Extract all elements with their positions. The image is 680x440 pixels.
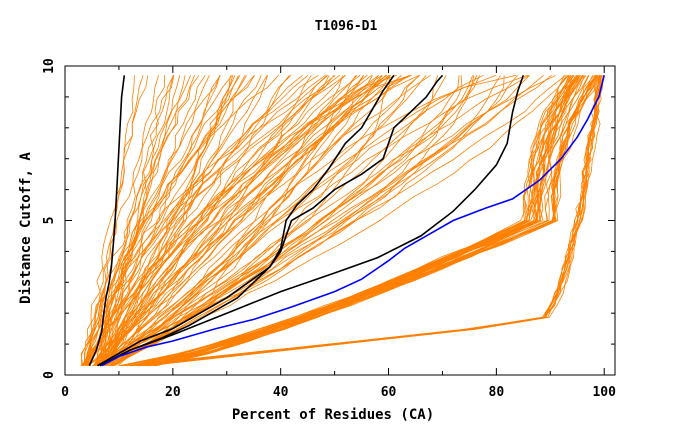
bundle-line <box>88 75 221 366</box>
bundle-line <box>110 74 530 367</box>
bundle-line <box>113 74 544 367</box>
bundle-line <box>96 75 290 367</box>
bundle-line <box>86 75 246 367</box>
bundle-line <box>97 75 233 366</box>
bundle-line <box>83 75 200 366</box>
bundle-line <box>100 75 427 367</box>
bundle-line <box>98 75 447 367</box>
bundle-line <box>137 75 590 367</box>
bundle-line <box>81 75 346 366</box>
bundle-line <box>102 75 159 366</box>
x-tick-label: 100 <box>592 385 616 400</box>
orange-bundle <box>80 74 604 367</box>
bundle-line <box>100 75 174 366</box>
bundle-line <box>96 75 174 366</box>
bundle-line <box>96 75 292 366</box>
bundle-line <box>102 74 412 366</box>
bundle-line <box>99 75 268 367</box>
bundle-line <box>132 75 599 367</box>
bundle-line <box>80 75 175 366</box>
bundle-line <box>112 75 210 366</box>
bundle-line <box>114 74 398 366</box>
bundle-line <box>104 75 373 367</box>
bundle-line <box>98 75 383 367</box>
bundle-line <box>112 75 460 367</box>
bundle-line <box>112 74 368 366</box>
bundle-line <box>122 75 584 367</box>
x-tick-label: 20 <box>165 385 181 400</box>
bundle-line <box>92 75 474 367</box>
y-tick-label: 10 <box>42 58 57 74</box>
bundle-line <box>107 74 420 366</box>
bundle-line <box>85 75 221 366</box>
bundle-line <box>149 75 595 367</box>
bundle-line <box>126 75 600 367</box>
bundle-line <box>93 74 431 366</box>
highlight-series-line <box>88 75 126 367</box>
plot-area: 0 20 40 60 80 100 0 5 10 <box>42 58 616 400</box>
bundle-line <box>138 75 571 367</box>
bundle-line <box>106 75 402 367</box>
bundle-line <box>102 75 268 366</box>
x-tick-label: 40 <box>273 385 289 400</box>
bundle-line <box>103 75 480 367</box>
x-tick-label: 0 <box>61 385 69 400</box>
y-tick-label: 0 <box>42 371 57 379</box>
bundle-line <box>108 75 328 366</box>
bundle-line <box>110 75 247 366</box>
highlight-series-line <box>97 74 444 367</box>
bundle-line <box>123 75 581 367</box>
bundle-line <box>113 74 388 366</box>
bundle-line <box>96 74 484 367</box>
bundle-line <box>99 75 518 367</box>
bundle-line <box>112 74 361 366</box>
bundle-line <box>105 74 383 366</box>
bundle-line <box>97 74 411 366</box>
y-axis-label: Distance Cutoff, A <box>18 152 34 304</box>
bundle-line <box>149 75 574 367</box>
highlight-series-line <box>99 75 525 367</box>
reference-series-line <box>101 75 605 367</box>
x-tick-label: 80 <box>489 385 505 400</box>
bundle-line <box>96 74 412 366</box>
bundle-line <box>112 75 439 367</box>
bundle-line <box>101 75 191 366</box>
highlight-series-line <box>99 74 395 367</box>
x-axis-label: Percent of Residues (CA) <box>232 407 434 423</box>
x-tick-label: 60 <box>381 385 397 400</box>
bundle-line <box>137 75 584 367</box>
bundle-line <box>98 75 530 367</box>
bundle-line <box>117 74 557 367</box>
bundle-line <box>110 75 475 367</box>
chart-title: T1096-D1 <box>315 19 378 34</box>
bundle-line <box>105 74 516 366</box>
bundle-line <box>86 74 326 366</box>
bundle-line <box>87 74 346 366</box>
bundle-line <box>106 74 528 366</box>
plot-frame <box>64 65 616 376</box>
bundle-line <box>148 75 601 367</box>
bundle-line <box>109 75 391 366</box>
y-tick-label: 5 <box>42 217 57 225</box>
